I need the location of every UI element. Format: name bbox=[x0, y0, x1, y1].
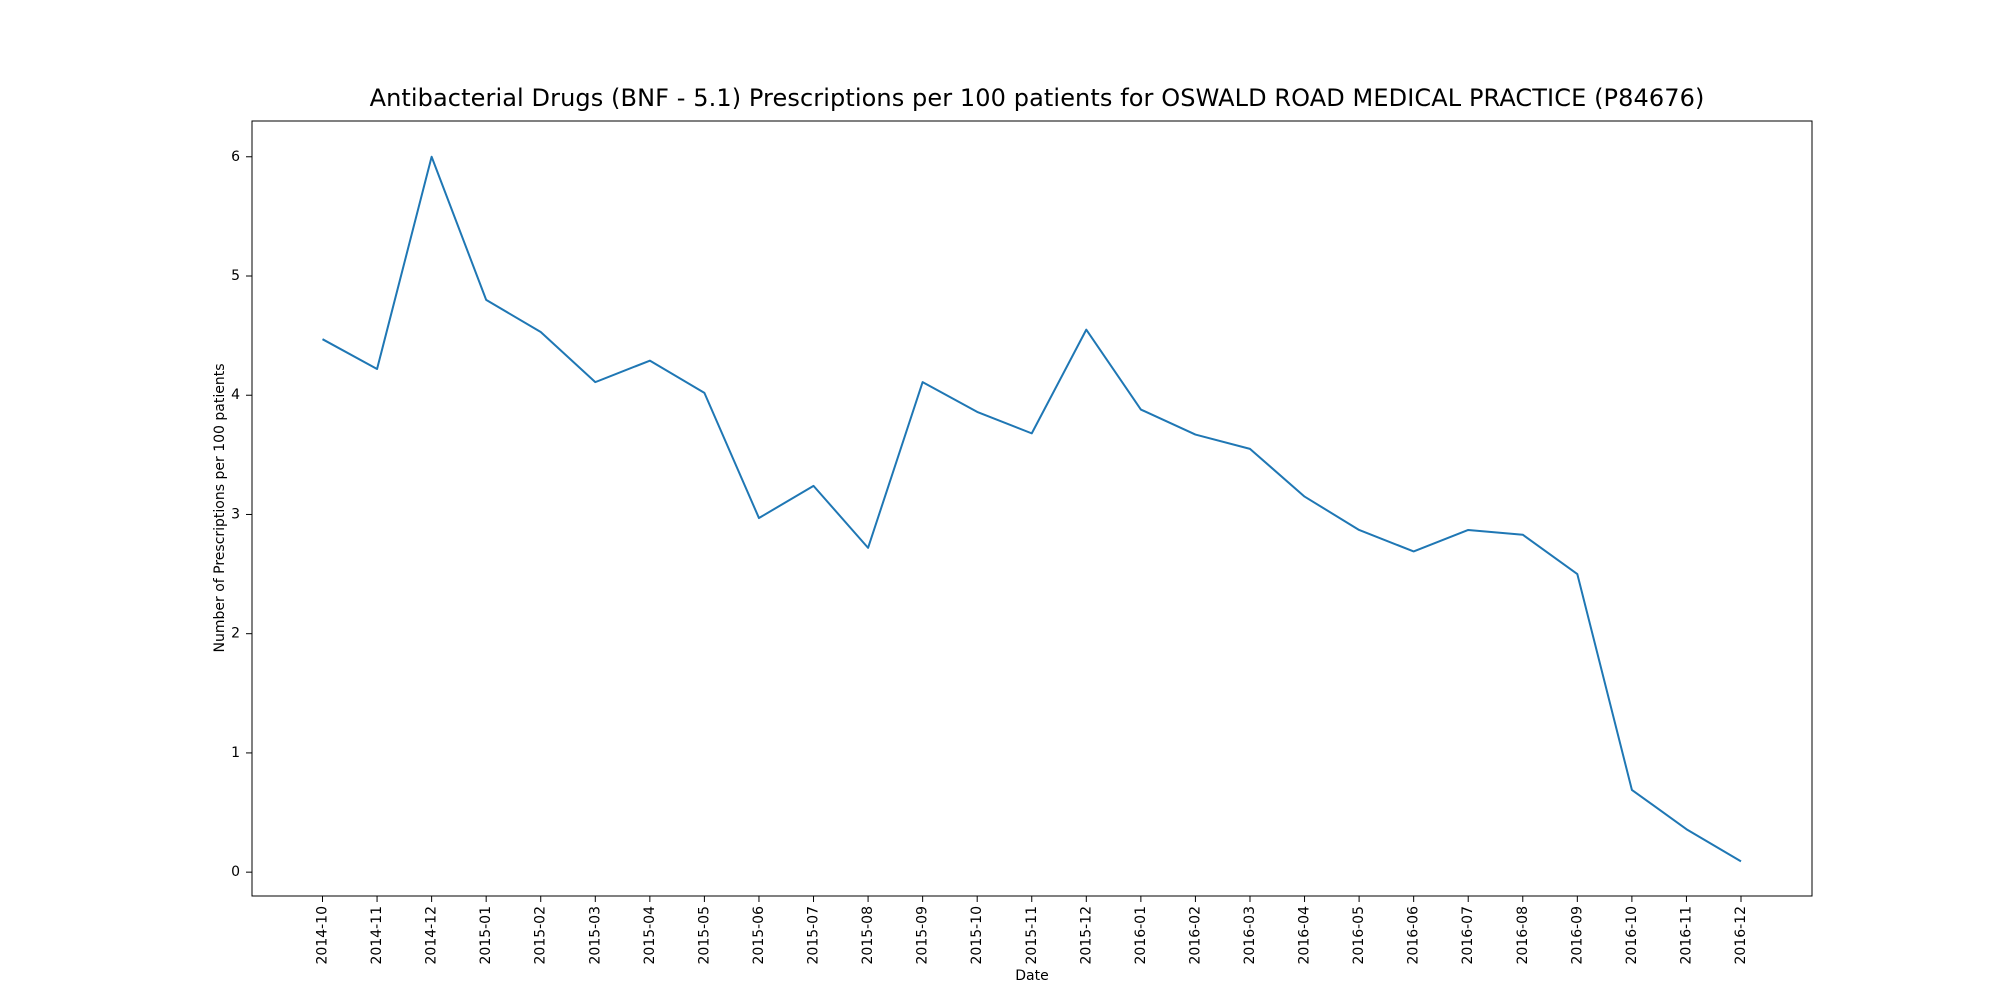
y-tick-label: 3 bbox=[231, 506, 240, 522]
x-tick-label: 2016-04 bbox=[1297, 906, 1313, 965]
x-tick-label: 2016-10 bbox=[1624, 906, 1640, 965]
x-tick-label: 2015-10 bbox=[969, 906, 985, 965]
x-tick-label: 2016-09 bbox=[1569, 906, 1585, 965]
x-tick-label: 2016-06 bbox=[1406, 906, 1422, 965]
x-tick-label: 2015-02 bbox=[533, 906, 549, 965]
x-tick-layer: 2014-10 2014-11 2014-12 2015-01 2015-02 2015-… bbox=[315, 896, 1749, 965]
x-tick-label: 2016-02 bbox=[1187, 906, 1203, 965]
x-tick-label: 2015-05 bbox=[696, 906, 712, 965]
x-tick-label: 2014-12 bbox=[424, 906, 440, 965]
x-tick-label: 2016-12 bbox=[1733, 906, 1749, 965]
x-tick-label: 2016-08 bbox=[1515, 906, 1531, 965]
y-tick-label: 0 bbox=[231, 864, 240, 880]
y-tick-label: 4 bbox=[231, 387, 240, 403]
y-tick-label: 6 bbox=[231, 149, 240, 165]
x-tick-label: 2016-03 bbox=[1242, 906, 1258, 965]
x-tick-label: 2016-05 bbox=[1351, 906, 1367, 965]
y-tick-label: 2 bbox=[231, 626, 240, 642]
series-line-1 bbox=[322, 155, 1742, 863]
x-tick-label: 2015-04 bbox=[642, 906, 658, 965]
x-axis-label: Date bbox=[1015, 968, 1048, 984]
x-tick-label: 2014-11 bbox=[369, 906, 385, 965]
x-tick-label: 2015-06 bbox=[751, 906, 767, 965]
y-tick-layer: 0 1 2 3 4 5 6 bbox=[231, 149, 252, 880]
y-axis-label: Number of Prescriptions per 100 patients bbox=[212, 364, 228, 653]
x-tick-label: 2015-01 bbox=[478, 906, 494, 965]
y-tick-label: 5 bbox=[231, 268, 240, 284]
plot-area-frame bbox=[251, 120, 1813, 897]
x-tick-label: 2015-12 bbox=[1078, 906, 1094, 965]
x-tick-label: 2016-01 bbox=[1133, 906, 1149, 965]
x-tick-label: 2016-11 bbox=[1678, 906, 1694, 965]
x-tick-label: 2015-09 bbox=[915, 906, 931, 965]
x-tick-label: 2015-03 bbox=[587, 906, 603, 965]
x-tick-label: 2014-10 bbox=[315, 906, 331, 965]
series-layer bbox=[322, 155, 1742, 863]
x-tick-label: 2016-07 bbox=[1460, 906, 1476, 965]
axes-layer bbox=[251, 120, 1813, 897]
x-tick-label: 2015-07 bbox=[806, 906, 822, 965]
y-tick-label: 1 bbox=[231, 745, 240, 761]
x-tick-label: 2015-11 bbox=[1024, 906, 1040, 965]
chart-title: Antibacterial Drugs (BNF - 5.1) Prescrip… bbox=[369, 84, 1705, 112]
x-tick-label: 2015-08 bbox=[860, 906, 876, 965]
